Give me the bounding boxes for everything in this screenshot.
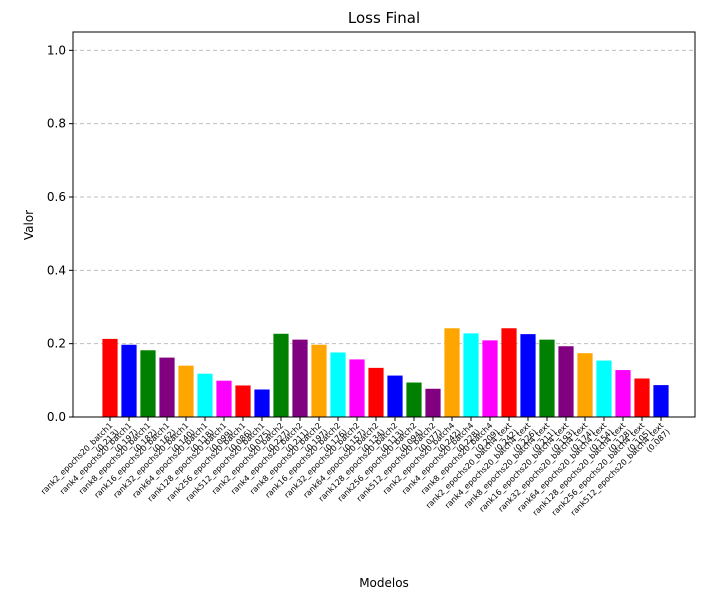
bar	[235, 385, 251, 417]
chart-title: Loss Final	[348, 9, 420, 27]
bars	[102, 328, 669, 417]
bar	[121, 344, 137, 417]
bar	[501, 328, 517, 417]
bar	[273, 333, 289, 417]
bar	[102, 338, 118, 417]
bar	[254, 389, 270, 417]
y-tick-label: 0.2	[47, 337, 66, 351]
bar	[577, 353, 593, 417]
y-ticks: 0.0 0.2 0.4 0.6 0.8 1.0	[47, 43, 73, 424]
bar	[216, 380, 232, 417]
plot-frame	[72, 31, 696, 418]
bar	[539, 339, 555, 417]
bar	[311, 344, 327, 417]
bar	[653, 385, 669, 417]
bar	[634, 378, 650, 417]
y-tick-label: 0.8	[47, 117, 66, 131]
bar	[349, 359, 365, 417]
bar	[520, 334, 536, 417]
bar	[178, 365, 194, 417]
bar	[330, 352, 346, 417]
y-tick-label: 0.4	[47, 263, 66, 277]
bar	[292, 339, 308, 417]
bar	[615, 370, 631, 417]
bar	[368, 367, 384, 417]
y-axis-label: Valor	[22, 210, 36, 240]
y-tick-label: 1.0	[47, 43, 66, 57]
x-axis-label: Modelos	[359, 576, 409, 590]
bar	[444, 328, 460, 417]
bar	[140, 350, 156, 417]
y-tick-label: 0.6	[47, 190, 66, 204]
bar	[558, 346, 574, 417]
bar	[159, 357, 175, 417]
bar	[596, 360, 612, 417]
bar	[482, 340, 498, 417]
bar	[406, 382, 422, 417]
bar	[387, 375, 403, 417]
bar	[463, 333, 479, 417]
bar	[197, 373, 213, 417]
y-gridlines	[73, 49, 695, 345]
y-tick-label: 0.0	[47, 410, 66, 424]
bar	[425, 388, 441, 417]
